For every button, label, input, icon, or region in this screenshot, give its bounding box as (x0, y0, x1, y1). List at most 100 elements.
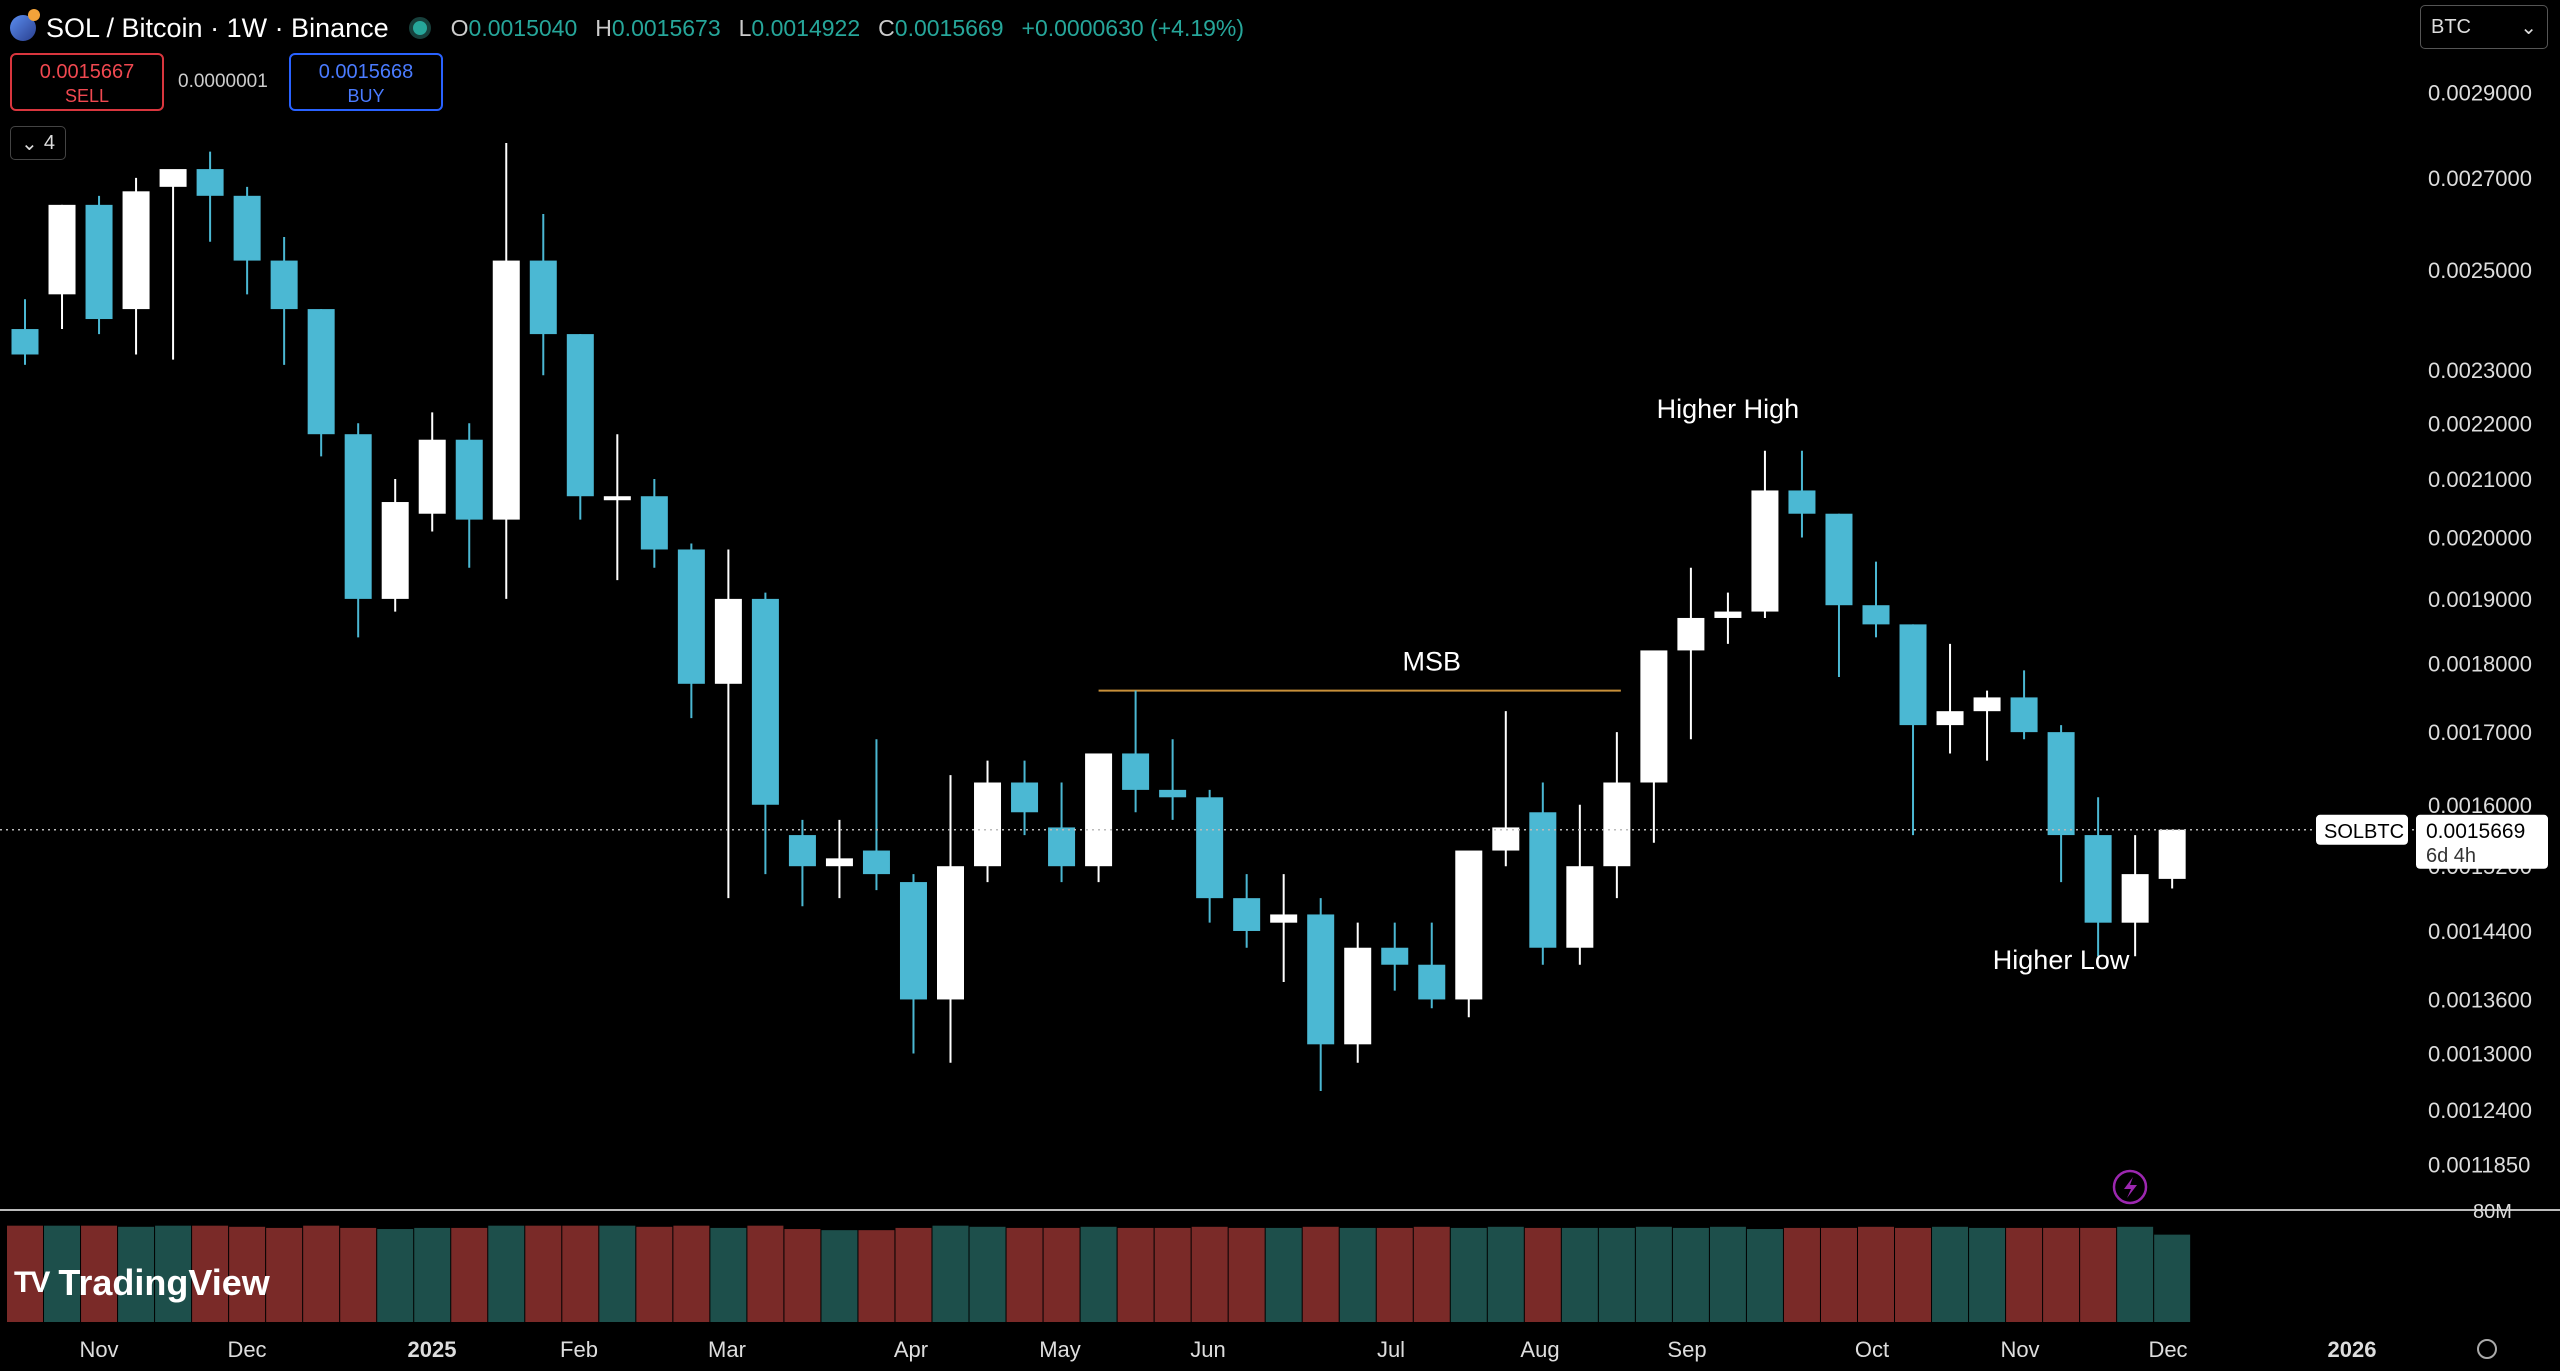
annotation-label: MSB (1403, 646, 1462, 676)
candle-body (1307, 914, 1335, 1045)
volume-bar (1487, 1226, 1524, 1322)
candle-body (1122, 753, 1150, 790)
volume-bar (821, 1230, 858, 1322)
tradingview-logo[interactable]: TV TradingView (14, 1262, 270, 1304)
open-value: 0.0015040 (468, 14, 578, 41)
volume-bar (266, 1227, 303, 1322)
candle-body (2158, 829, 2186, 879)
candle-body (1196, 797, 1224, 899)
volume-bar (1858, 1226, 1894, 1322)
chevron-down-icon: ⌄ (21, 132, 38, 155)
candle-body (1640, 650, 1668, 783)
candle-body (1751, 490, 1779, 612)
chevron-down-icon: ⌄ (2520, 16, 2537, 39)
candle-body (862, 850, 890, 875)
close-value: 0.0015669 (894, 14, 1004, 41)
volume-bar (1154, 1227, 1191, 1322)
candle-body (418, 439, 446, 514)
volume-bar (1709, 1226, 1746, 1322)
y-tick-label: 0.0025000 (2428, 258, 2532, 283)
lightning-alert-icon (2112, 1169, 2148, 1205)
candle-body (1973, 697, 2001, 712)
y-tick-label: 0.0018000 (2428, 652, 2532, 677)
y-tick-label: 0.0029000 (2428, 80, 2532, 105)
volume-bar (229, 1226, 266, 1322)
volume-bar (1932, 1226, 1969, 1322)
x-tick-label: Apr (894, 1337, 928, 1362)
low-value: 0.0014922 (751, 14, 861, 41)
volume-bar (1672, 1227, 1709, 1322)
candle-body (11, 329, 39, 355)
y-tick-label: 0.0019000 (2428, 587, 2532, 612)
last-price-tag: 0.0015669 (2426, 820, 2525, 843)
volume-bar (44, 1225, 81, 1322)
volume-bar (7, 1225, 43, 1322)
tradingview-mark-icon: TV (14, 1266, 50, 1299)
volume-bar (1228, 1227, 1265, 1322)
candle-body (937, 866, 964, 1000)
candle-body (85, 204, 113, 320)
x-tick-label: Mar (708, 1337, 746, 1362)
buy-button[interactable]: 0.0015668 BUY (289, 53, 443, 111)
volume-bar (1561, 1227, 1598, 1322)
y-tick-label: 0.0027000 (2428, 166, 2532, 191)
volume-axis-label: 80M (2473, 1201, 2512, 1223)
ohlc-values: O0.0015040 H0.0015673 L0.0014922 C0.0015… (451, 15, 1244, 42)
candle-body (974, 782, 1002, 867)
low-label: L (738, 14, 752, 41)
candle-body (1455, 850, 1483, 1000)
x-tick-label: Dec (227, 1337, 266, 1362)
candle-body (1677, 617, 1705, 651)
candle-body (233, 195, 261, 261)
volume-bar (1820, 1227, 1857, 1322)
x-tick-label: Sep (1667, 1337, 1706, 1362)
candle-body (1529, 812, 1557, 948)
volume-bar (451, 1227, 488, 1322)
volume-bar (1746, 1229, 1783, 1322)
candle-body (788, 835, 816, 867)
lightning-bolt-icon (2124, 1177, 2137, 1198)
candle-body (1825, 513, 1853, 606)
x-tick-label: 2025 (408, 1337, 457, 1362)
currency-select[interactable]: BTC ⌄ (2420, 5, 2548, 49)
x-tick-label: Dec (2148, 1337, 2187, 1362)
candle-body (640, 496, 668, 550)
currency-value: BTC (2431, 15, 2471, 38)
candle-body (529, 260, 557, 335)
volume-bar (858, 1230, 895, 1322)
sell-button[interactable]: 0.0015667 SELL (10, 53, 164, 111)
candle-body (1381, 947, 1409, 965)
settings-gear-icon (2477, 1339, 2497, 1359)
x-tick-label: Aug (1520, 1337, 1559, 1362)
y-tick-label: 0.0014400 (2428, 919, 2532, 944)
volume-bar (118, 1226, 155, 1322)
candle-body (1270, 914, 1298, 923)
volume-bar (1524, 1227, 1561, 1322)
brand-name: TradingView (58, 1262, 270, 1303)
candle-body (1492, 827, 1520, 851)
symbol-tag: SOLBTC (2324, 821, 2404, 843)
volume-bar (1339, 1227, 1376, 1322)
volume-bar (2117, 1226, 2154, 1322)
y-tick-label: 0.0013000 (2428, 1042, 2532, 1067)
y-tick-label: 0.0013600 (2428, 987, 2532, 1012)
volume-bar (747, 1225, 784, 1322)
volume-bar (1598, 1227, 1635, 1322)
x-tick-label: May (1039, 1337, 1081, 1362)
candle-body (1714, 611, 1742, 618)
volume-bar (636, 1226, 673, 1322)
symbol-title[interactable]: SOL / Bitcoin · 1W · Binance (46, 12, 389, 43)
spread-value: 0.0000001 (178, 71, 268, 92)
volume-bar (1635, 1226, 1672, 1322)
volume-bar (303, 1225, 340, 1322)
volume-bar (1413, 1226, 1450, 1322)
indicators-toggle-button[interactable]: ⌄ 4 (10, 126, 66, 160)
candle-body (196, 169, 224, 196)
y-tick-label: 0.0016000 (2428, 793, 2532, 818)
candle-body (899, 882, 927, 1000)
candle-body (2010, 697, 2038, 733)
volume-bar (673, 1225, 710, 1322)
volume-bar (1080, 1226, 1117, 1322)
y-tick-label: 0.0022000 (2428, 411, 2532, 436)
